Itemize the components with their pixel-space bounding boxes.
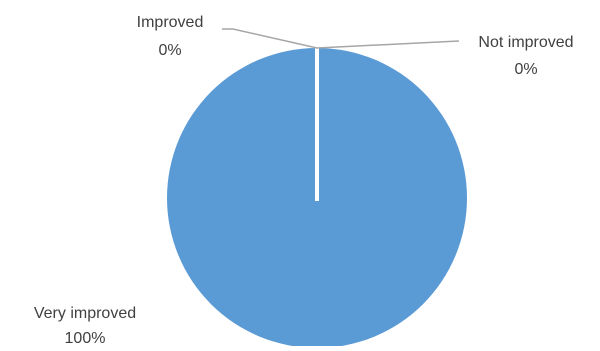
slice-label-improved: Improved — [137, 14, 204, 31]
leader-line-not-improved — [316, 40, 460, 49]
pie-slices — [167, 48, 467, 348]
slice-value-very-improved: 100% — [65, 330, 106, 346]
slice-value-improved: 0% — [158, 42, 181, 59]
leader-line-improved — [222, 28, 318, 49]
slice-label-not-improved: Not improved — [478, 34, 573, 51]
slice-label-very-improved: Very improved — [34, 305, 136, 322]
leader-lines — [222, 28, 460, 49]
slice-value-not-improved: 0% — [514, 61, 537, 78]
